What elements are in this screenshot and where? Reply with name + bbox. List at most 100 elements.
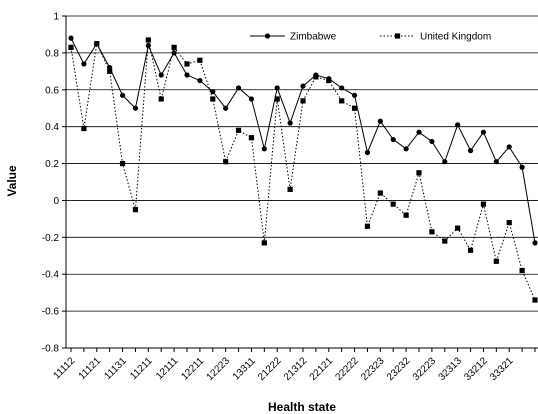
- data-point: [300, 83, 306, 89]
- data-point: [455, 225, 461, 231]
- data-point: [390, 201, 396, 207]
- data-point: [119, 92, 126, 98]
- x-tick-label: 22121: [308, 355, 336, 383]
- x-tick-label: 11211: [128, 355, 155, 382]
- x-axis-ticks: 11112 11121 11131 11211 12111122111222313311…: [51, 348, 536, 383]
- y-tick-label: 1: [53, 12, 59, 23]
- data-point: [197, 77, 203, 84]
- x-tick-label: 33321: [488, 355, 516, 383]
- data-point: [339, 85, 345, 91]
- data-point: [313, 74, 319, 80]
- series-line: [70, 37, 536, 243]
- data-point: [493, 258, 499, 264]
- data-point: [158, 96, 164, 102]
- data-point: [132, 207, 139, 213]
- data-point: [429, 138, 435, 145]
- data-point: [403, 212, 409, 218]
- series-zimbabwe: [68, 35, 538, 246]
- gridlines: [66, 15, 538, 349]
- data-point: [532, 240, 538, 246]
- legend: Zimbabwe United Kingdom: [250, 32, 491, 43]
- x-tick-label: 23232: [385, 355, 413, 383]
- data-point: [416, 129, 422, 135]
- data-point: [326, 77, 332, 84]
- data-point: [442, 159, 448, 165]
- x-tick-label: 13311: [231, 355, 258, 382]
- legend-label: United Kingdom: [420, 32, 491, 43]
- y-axis-title: Value: [5, 165, 19, 197]
- data-point: [416, 170, 422, 176]
- data-point: [390, 136, 396, 143]
- data-point: [455, 122, 461, 128]
- series-group: [68, 35, 538, 303]
- data-point: [81, 61, 87, 67]
- data-point: [467, 247, 474, 253]
- y-tick-label: 0: [53, 196, 59, 207]
- y-tick-label: 0.6: [45, 85, 59, 96]
- data-point: [377, 190, 383, 196]
- data-point: [351, 105, 358, 111]
- data-point: [235, 85, 242, 91]
- y-tick-label: -0.8: [42, 344, 60, 355]
- data-point: [274, 96, 280, 102]
- data-point: [107, 68, 113, 74]
- plot-area: [65, 16, 538, 349]
- data-point: [519, 267, 525, 274]
- series-united-kingdom: [68, 37, 538, 303]
- data-point: [184, 61, 190, 67]
- legend-marker: [394, 33, 401, 39]
- data-point: [81, 125, 87, 132]
- x-tick-label: 21222: [256, 355, 284, 383]
- y-tick-label: -0.4: [42, 270, 60, 281]
- x-tick-label: 32313: [437, 355, 465, 383]
- data-point: [442, 238, 448, 244]
- data-point: [300, 98, 306, 104]
- y-tick-label: -0.2: [42, 233, 60, 244]
- data-point: [235, 127, 242, 133]
- data-point: [429, 229, 435, 235]
- data-point: [287, 186, 293, 192]
- legend-item: Zimbabwe: [250, 32, 337, 43]
- legend-marker: [264, 33, 271, 39]
- x-tick-label: 11121: [77, 355, 104, 382]
- x-axis-title: Health state: [268, 400, 336, 414]
- data-point: [210, 96, 216, 102]
- y-axis-ticks: 1 0.8 0.6 0.4 0.2 0 -0.2 -0.4 -0.6 -0.8: [42, 12, 66, 355]
- data-point: [210, 89, 216, 95]
- x-tick-label: 12211: [179, 355, 206, 382]
- data-point: [339, 98, 345, 104]
- y-tick-label: -0.6: [42, 307, 60, 318]
- y-tick-label: 0.4: [45, 122, 59, 133]
- x-tick-label: 12111: [154, 355, 181, 382]
- data-point: [223, 159, 229, 165]
- y-tick-label: 0.2: [45, 159, 59, 170]
- data-point: [68, 35, 74, 41]
- data-point: [223, 105, 229, 111]
- x-tick-label: 22222: [333, 355, 361, 383]
- x-tick-label: 32223: [411, 355, 439, 383]
- data-point: [480, 129, 487, 135]
- data-point: [171, 50, 177, 56]
- data-point: [364, 149, 371, 156]
- data-point: [68, 44, 74, 50]
- data-point: [274, 85, 280, 91]
- data-point: [467, 148, 474, 154]
- x-tick-label: 33212: [462, 355, 490, 383]
- data-point: [248, 135, 255, 141]
- data-point: [145, 37, 151, 43]
- x-tick-label: 12223: [205, 355, 233, 383]
- x-tick-label: 11112: [51, 355, 77, 381]
- data-point: [493, 159, 499, 165]
- data-point: [261, 146, 267, 152]
- data-point: [287, 120, 293, 126]
- data-point: [377, 118, 383, 124]
- data-point: [158, 72, 164, 78]
- y-tick-label: 0.8: [45, 48, 59, 59]
- data-point: [132, 105, 139, 111]
- data-point: [480, 201, 487, 207]
- data-point: [261, 240, 267, 246]
- data-point: [532, 297, 538, 303]
- data-point: [184, 72, 190, 78]
- data-point: [506, 219, 512, 226]
